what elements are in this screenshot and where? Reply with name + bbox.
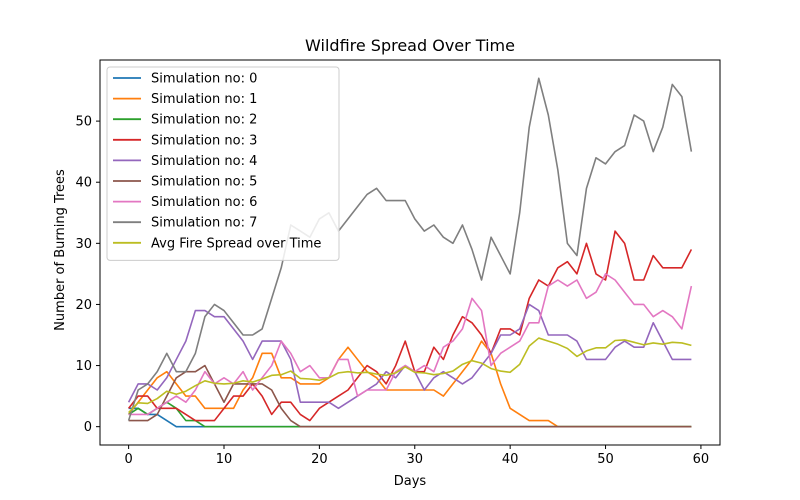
legend-label: Simulation no: 0 [151, 72, 257, 87]
y-tick-label: 40 [75, 176, 92, 191]
x-tick-label: 30 [406, 452, 423, 467]
legend-label: Simulation no: 5 [151, 175, 257, 190]
x-axis: 0 10 20 30 40 50 60 [124, 445, 709, 467]
legend-label: Simulation no: 6 [151, 195, 257, 210]
y-tick-label: 0 [84, 420, 92, 435]
legend-label: Simulation no: 1 [151, 92, 257, 107]
series-line-3 [127, 230, 693, 422]
x-tick-label: 50 [597, 452, 614, 467]
x-tick-label: 0 [124, 452, 132, 467]
y-axis: 0 10 20 30 40 50 [75, 115, 100, 435]
plot-frame [99, 59, 721, 446]
legend-label: Avg Fire Spread over Time [151, 236, 321, 251]
y-tick-label: 20 [75, 298, 92, 313]
series-line-6 [128, 273, 693, 416]
y-tick-label: 10 [75, 359, 92, 374]
x-tick-label: 20 [311, 452, 328, 467]
series-line-0 [128, 407, 692, 428]
legend: Simulation no: 0 Simulation no: 1 Simulati… [106, 66, 340, 261]
series-line-2 [128, 401, 692, 428]
legend-box [106, 66, 340, 261]
plot-area [127, 77, 693, 428]
legend-label: Simulation no: 3 [151, 133, 257, 148]
legend-label: Simulation no: 7 [151, 216, 257, 231]
legend-label: Simulation no: 4 [151, 154, 257, 169]
y-tick-label: 50 [75, 115, 92, 130]
x-tick-label: 10 [216, 452, 233, 467]
y-axis-label: Number of Burning Trees [53, 169, 68, 331]
series-line-7 [127, 77, 693, 421]
x-tick-label: 40 [502, 452, 519, 467]
series-line-5 [128, 364, 692, 428]
y-tick-label: 30 [75, 237, 92, 252]
chart-title: Wildfire Spread Over Time [305, 36, 515, 55]
series-line-8 [128, 337, 692, 414]
x-axis-label: Days [394, 474, 427, 489]
legend-label: Simulation no: 2 [151, 113, 257, 128]
x-tick-label: 60 [693, 452, 710, 467]
